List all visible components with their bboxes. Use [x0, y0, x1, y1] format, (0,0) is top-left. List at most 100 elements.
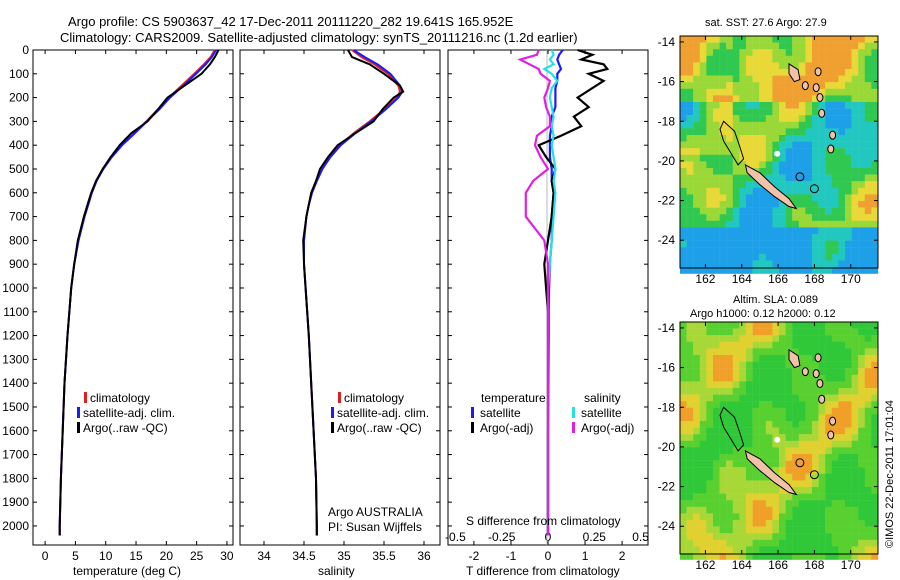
heatmap-cell [719, 154, 727, 162]
heatmap-cell [772, 421, 780, 428]
depth-tick-label: 1100 [3, 305, 29, 319]
heatmap-cell [785, 253, 793, 261]
map-x-tick-label: 166 [768, 558, 788, 572]
heatmap-cell [798, 341, 806, 349]
heatmap-cell [686, 355, 694, 362]
heatmap-cell [858, 154, 865, 162]
heatmap-cell [746, 348, 753, 356]
heatmap-cell [706, 467, 714, 474]
heatmap-cell [785, 240, 793, 248]
heatmap-cell [812, 234, 819, 241]
heatmap-cell [719, 355, 727, 362]
heatmap-cell [765, 174, 773, 182]
heatmap-cell [812, 533, 819, 540]
heatmap-cell [785, 128, 793, 136]
heatmap-cell [713, 220, 720, 228]
heatmap-cell [680, 220, 687, 228]
heatmap-cell [838, 49, 846, 56]
heatmap-cell [831, 207, 839, 215]
heatmap-cell [845, 500, 852, 507]
heatmap-cell [693, 553, 700, 560]
heatmap-cell [838, 227, 846, 235]
heatmap-cell [858, 447, 865, 455]
heatmap-cell [798, 36, 806, 43]
heatmap-cell [785, 220, 793, 228]
heatmap-cell [818, 36, 826, 43]
heatmap-cell [825, 460, 832, 468]
heatmap-cell [871, 473, 879, 481]
island [814, 67, 822, 77]
depth-tick-label: 1700 [2, 448, 29, 462]
heatmap-cell [713, 207, 720, 215]
heatmap-cell [871, 421, 879, 428]
heatmap-cell [845, 253, 852, 261]
heatmap-cell [686, 201, 694, 208]
heatmap-cell [851, 553, 859, 560]
heatmap-cell [845, 95, 852, 103]
heatmap-cell [838, 207, 846, 215]
heatmap-cell [864, 368, 872, 375]
heatmap-cell [719, 128, 727, 136]
heatmap-cell [831, 335, 839, 342]
heatmap-cell [739, 128, 747, 136]
heatmap-cell [713, 55, 720, 63]
heatmap-cell [864, 267, 872, 274]
difference-profile-panel: -2 -1 0 1 2-0.5 -0.25 0 0.25 0.5 S difference fr… [445, 48, 649, 578]
map-y-tick-label: -14 [658, 35, 676, 49]
heatmap-cell [713, 49, 720, 56]
heatmap-cell [765, 247, 773, 254]
heatmap-cell [779, 526, 786, 534]
heatmap-cell [831, 62, 839, 70]
imos-stamp: ©IMOS 22-Dec-2011 17:01:04 [884, 400, 896, 548]
heatmap-cell [746, 88, 753, 96]
heatmap-cell [812, 328, 819, 336]
x-tick-label: -1 [506, 549, 517, 563]
heatmap-cell [732, 174, 740, 182]
heatmap-cell [699, 454, 707, 461]
heatmap-cell [726, 447, 733, 455]
heatmap-cell [759, 187, 766, 195]
heatmap-cell [858, 533, 865, 540]
heatmap-cell [739, 355, 747, 362]
heatmap-cell [746, 473, 753, 481]
heatmap-cell [838, 82, 846, 89]
heatmap-cell [871, 440, 879, 448]
heatmap-cell [752, 194, 760, 202]
heatmap-cell [752, 368, 760, 375]
heatmap-cell [693, 214, 700, 221]
heatmap-cell [693, 148, 700, 155]
heatmap-cell [831, 500, 839, 507]
heatmap-cell [746, 421, 753, 428]
heatmap-cell [726, 414, 733, 422]
heatmap-cell [838, 75, 846, 83]
heatmap-cell [765, 141, 773, 149]
heatmap-cell [871, 187, 879, 195]
heatmap-cell [772, 355, 780, 362]
heatmap-cell [851, 460, 859, 468]
heatmap-cell [680, 69, 687, 76]
heatmap-cell [759, 240, 766, 248]
legend-climatology: climatology [90, 391, 150, 405]
heatmap-cell [693, 42, 700, 50]
heatmap-cell [831, 546, 839, 554]
heatmap-cell [825, 62, 832, 70]
heatmap-cell [680, 247, 687, 254]
heatmap-cell [785, 108, 793, 116]
heatmap-cell [699, 361, 707, 369]
heatmap-cell [719, 440, 727, 448]
heatmap-cell [699, 381, 707, 389]
heatmap-cell [864, 174, 872, 182]
heatmap-cell [732, 55, 740, 63]
heatmap-cell [752, 69, 760, 76]
heatmap-cell [838, 513, 846, 521]
heatmap-cell [693, 427, 700, 435]
heatmap-cell [818, 440, 826, 448]
heatmap-cell [706, 381, 714, 389]
heatmap-cell [765, 361, 773, 369]
heatmap-cell [752, 161, 760, 169]
heatmap-cell [746, 520, 753, 527]
heatmap-cell [779, 440, 786, 448]
heatmap-cell [746, 440, 753, 448]
heatmap-cell [772, 374, 780, 382]
heatmap-cell [772, 414, 780, 422]
